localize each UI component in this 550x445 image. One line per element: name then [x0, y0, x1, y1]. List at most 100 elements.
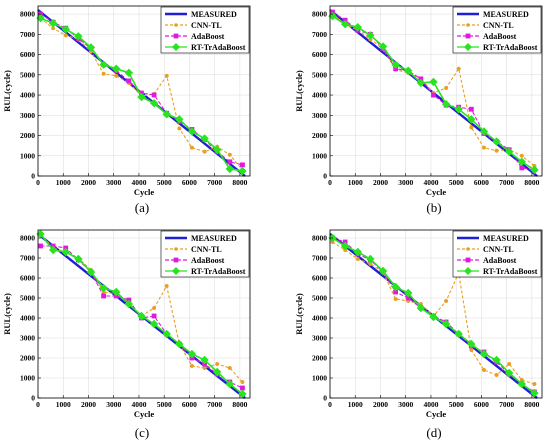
data-point-rt-tradaboost — [441, 319, 451, 329]
data-point-rt-tradaboost — [225, 379, 235, 389]
legend-label-measured: MEASURED — [483, 10, 529, 19]
data-point-rt-tradaboost — [162, 329, 171, 339]
x-tick-label: 3000 — [398, 400, 413, 409]
data-point-cnn-tl — [227, 152, 232, 157]
data-point-rt-tradaboost — [86, 267, 96, 277]
y-tick-label: 8000 — [20, 234, 35, 243]
x-axis-label: Cycle — [134, 187, 155, 197]
y-tick-label: 3000 — [312, 111, 327, 120]
legend-label-adaboost: AdaBoost — [191, 32, 225, 41]
data-point-cnn-tl — [164, 73, 169, 78]
y-tick-label: 3000 — [20, 334, 35, 343]
x-tick-label: 3000 — [106, 178, 121, 187]
y-tick-label: 1000 — [312, 151, 327, 160]
y-tick-label: 0 — [31, 172, 35, 181]
x-tick-label: 2000 — [81, 178, 96, 187]
x-tick-label: 0 — [36, 400, 40, 409]
data-point-cnn-tl — [215, 361, 220, 367]
data-point-cnn-tl — [393, 296, 398, 302]
data-point-cnn-tl — [152, 305, 157, 311]
legend-label-adaboost: AdaBoost — [483, 32, 517, 41]
legend-marker — [464, 267, 472, 275]
data-point-rt-tradaboost — [353, 23, 362, 32]
data-point-rt-tradaboost — [36, 13, 45, 23]
data-point-adaboost — [151, 92, 157, 98]
data-point-rt-tradaboost — [200, 355, 209, 365]
legend-label-measured: MEASURED — [191, 10, 237, 19]
legend-label-adaboost: AdaBoost — [483, 256, 517, 265]
y-axis-label: RUL(cycle) — [294, 70, 304, 112]
y-tick-label: 6000 — [312, 50, 327, 59]
data-point-cnn-tl — [481, 145, 487, 150]
data-point-rt-tradaboost — [61, 247, 70, 257]
x-tick-label: 8000 — [232, 178, 247, 187]
plot-frame — [329, 5, 543, 177]
data-point-cnn-tl — [227, 365, 232, 371]
data-point-rt-tradaboost — [479, 349, 489, 359]
data-point-cnn-tl — [202, 149, 207, 154]
data-point-rt-tradaboost — [124, 68, 134, 77]
y-tick-label: 2000 — [312, 354, 327, 363]
y-tick-label: 1000 — [20, 151, 35, 160]
y-tick-label: 2000 — [20, 131, 35, 140]
data-point-rt-tradaboost — [340, 20, 350, 29]
data-point-adaboost — [240, 385, 245, 391]
data-point-rt-tradaboost — [404, 66, 413, 75]
legend-marker — [466, 247, 470, 251]
y-tick-label: 8000 — [312, 10, 327, 19]
data-point-cnn-tl — [164, 283, 169, 289]
data-point-cnn-tl — [101, 71, 106, 76]
data-point-cnn-tl — [202, 365, 207, 371]
data-point-rt-tradaboost — [340, 241, 350, 251]
legend-marker — [172, 267, 180, 275]
y-tick-label: 5000 — [20, 70, 35, 79]
x-tick-label: 1000 — [56, 178, 71, 187]
legend-marker — [466, 23, 470, 27]
data-point-rt-tradaboost — [187, 349, 197, 359]
data-point-rt-tradaboost — [467, 339, 476, 349]
x-tick-label: 7000 — [207, 178, 222, 187]
data-point-rt-tradaboost — [124, 299, 134, 309]
y-tick-label: 4000 — [312, 314, 327, 323]
data-point-rt-tradaboost — [492, 355, 501, 365]
x-tick-label: 8000 — [232, 400, 247, 409]
x-tick-label: 6000 — [182, 400, 197, 409]
data-point-rt-tradaboost — [61, 25, 70, 34]
data-point-cnn-tl — [355, 256, 360, 262]
x-tick-label: 2000 — [373, 178, 388, 187]
y-axis-label: RUL(cycle) — [294, 293, 304, 335]
data-point-rt-tradaboost — [530, 388, 539, 398]
legend-marker — [174, 247, 178, 251]
y-tick-label: 6000 — [20, 50, 35, 59]
data-point-adaboost — [393, 289, 399, 295]
x-tick-label: 5000 — [157, 400, 172, 409]
data-point-cnn-tl — [519, 153, 524, 158]
data-point-rt-tradaboost — [175, 339, 184, 349]
legend-label-rt-tradaboost: RT-TrAdaBoost — [191, 43, 246, 52]
x-tick-label: 2000 — [81, 400, 96, 409]
y-tick-label: 5000 — [312, 294, 327, 303]
data-point-rt-tradaboost — [429, 312, 438, 322]
data-point-cnn-tl — [114, 73, 119, 78]
data-point-cnn-tl — [189, 363, 195, 369]
y-tick-label: 0 — [323, 172, 327, 181]
data-point-cnn-tl — [444, 298, 449, 304]
data-point-adaboost — [151, 313, 157, 319]
legend-marker — [465, 257, 471, 263]
x-tick-label: 6000 — [474, 400, 489, 409]
plot-frame — [37, 5, 251, 177]
data-point-cnn-tl — [444, 85, 449, 91]
legend-marker — [465, 33, 471, 39]
data-point-cnn-tl — [456, 66, 461, 71]
y-tick-label: 3000 — [20, 111, 35, 120]
data-point-rt-tradaboost — [137, 92, 146, 102]
data-point-rt-tradaboost — [149, 319, 159, 329]
x-tick-label: 0 — [328, 400, 332, 409]
y-tick-label: 7000 — [20, 254, 35, 263]
data-point-adaboost — [519, 165, 525, 171]
data-point-rt-tradaboost — [225, 164, 235, 174]
legend-label-rt-tradaboost: RT-TrAdaBoost — [483, 267, 538, 276]
x-tick-label: 3000 — [398, 178, 413, 187]
legend-marker — [173, 33, 179, 39]
